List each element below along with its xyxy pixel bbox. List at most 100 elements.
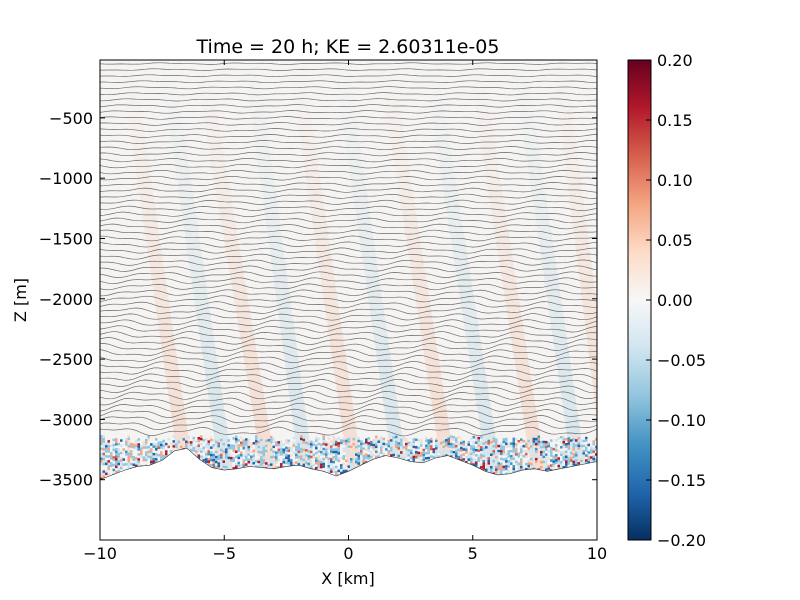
field-cell	[547, 457, 550, 460]
field-cell	[107, 440, 110, 443]
field-cell	[397, 447, 400, 450]
field-cell	[510, 462, 513, 465]
field-cell	[132, 446, 135, 449]
field-cell	[375, 455, 378, 459]
field-cell	[310, 450, 313, 454]
velocity-beam	[159, 60, 244, 480]
field-cell	[525, 467, 528, 471]
field-cell	[145, 458, 148, 462]
field-cell	[482, 459, 485, 463]
field-cell	[395, 445, 398, 449]
field-cell	[257, 440, 260, 444]
field-cell	[580, 439, 583, 443]
field-cell	[465, 456, 468, 459]
field-cell	[260, 438, 263, 442]
x-tick-label: 10	[587, 544, 607, 563]
field-cell	[345, 449, 348, 453]
field-cell	[480, 466, 483, 469]
field-cell	[495, 445, 498, 449]
field-cell	[127, 460, 130, 463]
field-cell	[245, 443, 248, 446]
field-cell	[592, 440, 595, 443]
field-cell	[107, 465, 110, 468]
field-cell	[280, 450, 283, 454]
field-cell	[372, 438, 375, 442]
field-cell	[520, 453, 523, 456]
field-cell	[562, 443, 565, 446]
field-cell	[572, 453, 575, 456]
field-cell	[222, 442, 225, 446]
field-cell	[280, 440, 283, 444]
field-cell	[590, 446, 593, 449]
field-cell	[565, 450, 568, 453]
field-cell	[560, 466, 563, 469]
field-cell	[252, 449, 255, 452]
field-cell	[412, 455, 415, 459]
field-cell	[305, 456, 308, 459]
field-cell	[552, 457, 555, 461]
field-cell	[127, 445, 130, 448]
field-cell	[582, 454, 585, 458]
field-cell	[187, 443, 190, 447]
field-cell	[525, 445, 528, 448]
field-cell	[522, 454, 525, 458]
field-cell	[482, 442, 485, 445]
field-cell	[137, 438, 140, 441]
field-cell	[312, 456, 315, 459]
field-cell	[527, 449, 530, 453]
field-cell	[322, 462, 325, 466]
field-cell	[115, 440, 118, 444]
field-cell	[212, 466, 215, 469]
field-cell	[537, 450, 540, 453]
isopycnal-line	[100, 229, 597, 236]
colorbar-tick-label: 0.05	[657, 231, 693, 250]
chart-title: Time = 20 h; KE = 2.60311e-05	[196, 36, 500, 58]
field-cell	[540, 465, 543, 469]
field-cell	[197, 449, 200, 452]
field-cell	[157, 446, 160, 449]
field-cell	[425, 452, 428, 455]
field-cell	[537, 435, 540, 438]
field-cell	[555, 461, 558, 464]
field-cell	[455, 440, 458, 443]
field-cell	[555, 459, 558, 462]
field-cell	[580, 459, 583, 463]
isopycnal-line	[100, 259, 597, 266]
field-cell	[457, 456, 460, 459]
field-cell	[535, 440, 538, 443]
field-cell	[302, 438, 305, 442]
field-cell	[365, 453, 368, 456]
field-cell	[267, 464, 270, 467]
field-cell	[172, 440, 175, 443]
field-cell	[487, 449, 490, 453]
field-cell	[330, 462, 333, 466]
field-cell	[135, 442, 138, 445]
field-cell	[122, 463, 125, 466]
field-cell	[262, 444, 265, 447]
field-cell	[375, 448, 378, 451]
field-cell	[347, 465, 350, 468]
field-cell	[415, 438, 418, 441]
field-cell	[517, 452, 520, 455]
field-cell	[260, 463, 263, 467]
field-cell	[137, 453, 140, 456]
field-cell	[545, 465, 548, 469]
field-cell	[227, 444, 230, 447]
field-cell	[595, 453, 597, 456]
field-cell	[120, 466, 123, 470]
field-cell	[245, 450, 248, 454]
field-cell	[480, 453, 483, 457]
field-cell	[405, 447, 408, 451]
field-cell	[205, 453, 208, 456]
field-cell	[520, 458, 523, 461]
field-cell	[500, 465, 503, 468]
field-cell	[350, 435, 353, 438]
field-cell	[365, 443, 368, 446]
field-cell	[370, 453, 373, 456]
field-cell	[400, 438, 403, 442]
field-cell	[345, 459, 348, 463]
field-cell	[322, 460, 325, 463]
field-cell	[232, 467, 235, 470]
field-cell	[110, 444, 113, 448]
field-cell	[590, 448, 593, 452]
